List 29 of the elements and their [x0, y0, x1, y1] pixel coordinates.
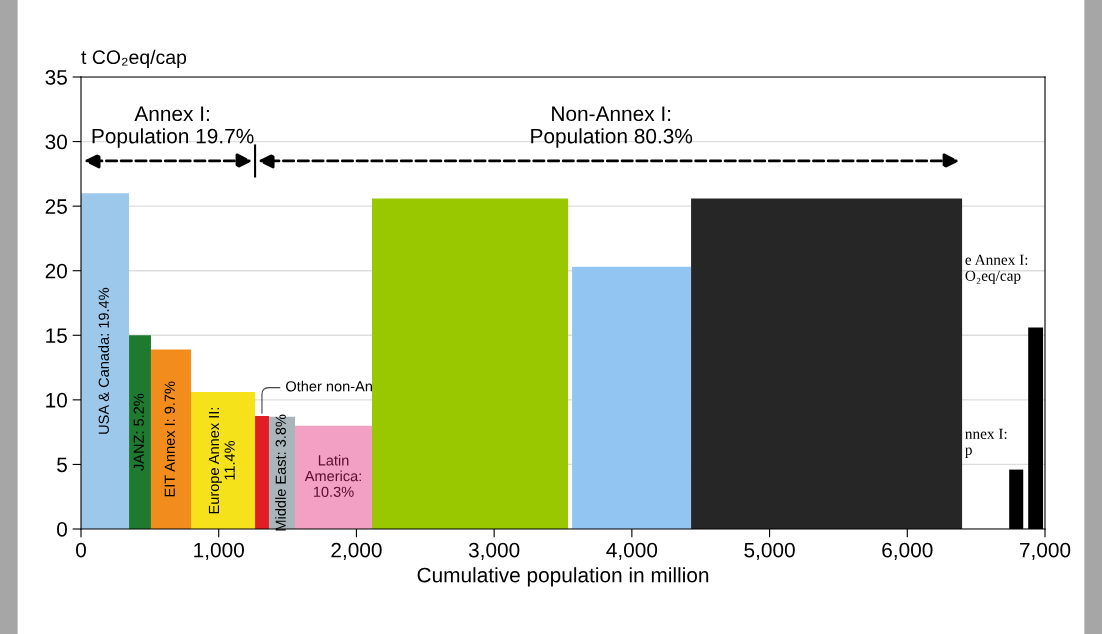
annotation: Non-Annex I: Population 80.3%: [531, 106, 693, 148]
x-tick-label: 2,000: [331, 542, 382, 560]
x-tick-label: 3,000: [468, 542, 520, 560]
x-tick-label: 7,000: [1020, 542, 1071, 560]
y-tick-label: 35: [45, 70, 67, 85]
y-tick-label: 10: [46, 392, 67, 408]
y-axis-title: t CO₂eq/cap: [81, 49, 187, 68]
x-tick-label: 6,000: [882, 542, 933, 560]
annotation: Other non-An: [286, 380, 372, 392]
x-tick-label: 1,000: [194, 542, 244, 560]
y-tick-label: 20: [45, 263, 67, 279]
x-axis-title: Cumulative population in million: [417, 567, 709, 587]
annotation: EIT Annex I: 9.7%: [164, 381, 175, 497]
y-tick-label: 0: [57, 522, 67, 537]
annotation: USA & Canada: 19.4%: [98, 287, 109, 434]
y-tick-label: 25: [45, 199, 67, 214]
annotation: nnex I: p: [965, 428, 1007, 459]
annotation: Annex I: Population 19.7%: [92, 106, 254, 148]
y-tick-label: 5: [57, 457, 67, 473]
annotation: Europe Annex II: 11.4%: [208, 407, 235, 514]
annotation: e Annex I: O₂eq/cap: [965, 254, 1028, 285]
annotation: JANZ: 5.2%: [133, 393, 144, 471]
y-tick-label: 15: [46, 328, 67, 344]
x-tick-label: 0: [76, 542, 86, 558]
annotation: Middle East: 3.8%: [275, 414, 286, 531]
x-tick-label: 5,000: [744, 542, 795, 560]
y-tick-label: 30: [45, 134, 67, 150]
annotation: Latin America: 10.3%: [304, 454, 361, 497]
x-tick-label: 4,000: [606, 542, 658, 560]
